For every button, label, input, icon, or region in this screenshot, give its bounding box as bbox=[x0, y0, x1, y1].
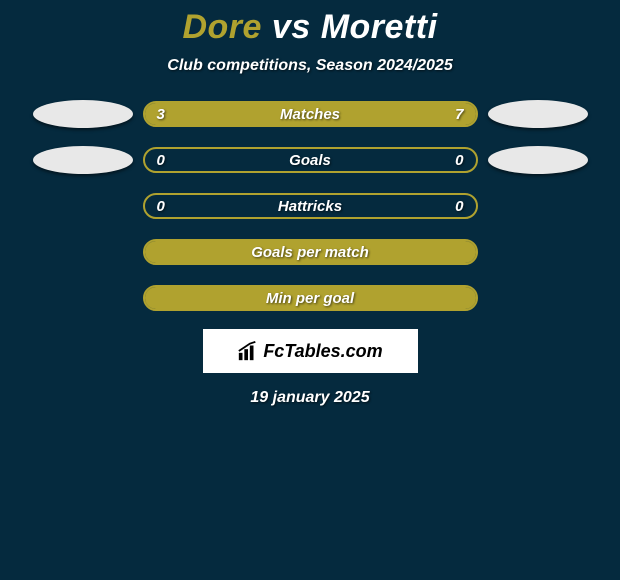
brand-text: FcTables.com bbox=[263, 341, 382, 362]
stat-row: Min per goal bbox=[0, 285, 620, 311]
stat-row: Goals per match bbox=[0, 239, 620, 265]
stat-label: Goals bbox=[145, 149, 476, 171]
stat-bar: 37Matches bbox=[143, 101, 478, 127]
title-player1: Dore bbox=[182, 8, 261, 46]
avatar-right bbox=[488, 146, 588, 174]
avatar-slot-right bbox=[478, 100, 598, 128]
stats-rows: 37Matches 00Goals 00Hattricks Goals per mat… bbox=[0, 101, 620, 311]
brand-badge: FcTables.com bbox=[203, 329, 418, 373]
avatar-slot-left bbox=[23, 146, 143, 174]
date-text: 19 january 2025 bbox=[250, 389, 369, 407]
brand-chart-icon bbox=[237, 340, 259, 362]
avatar-slot-left bbox=[23, 100, 143, 128]
title-player2: Moretti bbox=[321, 8, 438, 46]
stat-bar: Min per goal bbox=[143, 285, 478, 311]
stat-label: Min per goal bbox=[145, 287, 476, 309]
page-title: Dore vs Moretti bbox=[182, 8, 437, 47]
stat-row: 00Goals bbox=[0, 147, 620, 173]
stat-label: Goals per match bbox=[145, 241, 476, 263]
subtitle: Club competitions, Season 2024/2025 bbox=[167, 57, 452, 75]
stat-bar: 00Hattricks bbox=[143, 193, 478, 219]
stat-row: 37Matches bbox=[0, 101, 620, 127]
stat-bar: Goals per match bbox=[143, 239, 478, 265]
avatar-right bbox=[488, 100, 588, 128]
comparison-card: Dore vs Moretti Club competitions, Seaso… bbox=[0, 0, 620, 407]
stat-row: 00Hattricks bbox=[0, 193, 620, 219]
title-vs: vs bbox=[272, 8, 311, 46]
stat-label: Matches bbox=[145, 103, 476, 125]
avatar-slot-right bbox=[478, 146, 598, 174]
stat-bar: 00Goals bbox=[143, 147, 478, 173]
avatar-left bbox=[33, 146, 133, 174]
avatar-left bbox=[33, 100, 133, 128]
stat-label: Hattricks bbox=[145, 195, 476, 217]
